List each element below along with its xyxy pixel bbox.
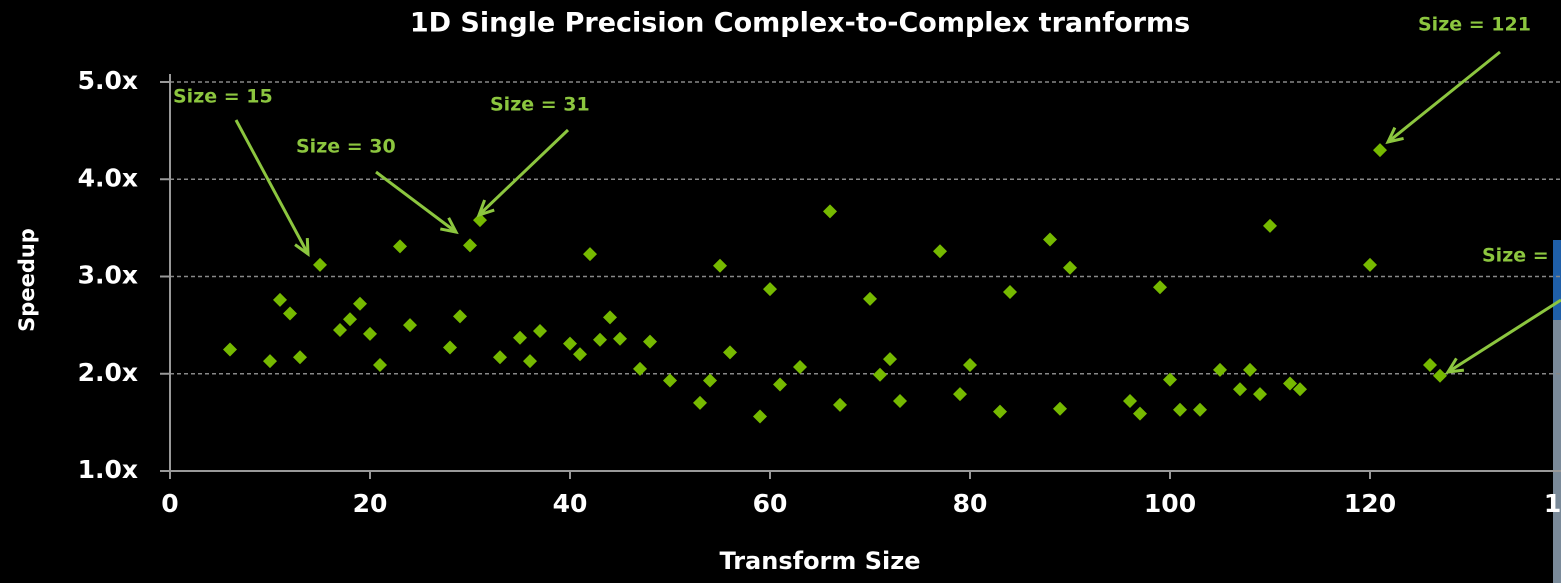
annotation: Size = 31 bbox=[490, 94, 590, 116]
y-tick-label: 1.0x bbox=[78, 455, 138, 484]
page: {"chart_data": { "type": "scatter", "tit… bbox=[0, 0, 1561, 583]
x-tick-label: 140 bbox=[1544, 489, 1561, 518]
y-tick-label: 3.0x bbox=[78, 261, 138, 290]
x-tick-label: 20 bbox=[353, 489, 388, 518]
x-tick-label: 0 bbox=[161, 489, 178, 518]
x-tick-label: 60 bbox=[753, 489, 788, 518]
annotation: Size = 30 bbox=[296, 136, 396, 158]
y-tick-label: 5.0x bbox=[78, 66, 138, 95]
overlay-image-photo bbox=[1553, 320, 1561, 583]
x-tick-label: 120 bbox=[1344, 489, 1396, 518]
y-tick-label: 2.0x bbox=[78, 358, 138, 387]
x-tick-label: 100 bbox=[1144, 489, 1196, 518]
annotation: Size = 121 bbox=[1418, 14, 1531, 36]
x-axis-label: Transform Size bbox=[719, 547, 920, 575]
annotation: Size = 15 bbox=[173, 86, 273, 108]
x-tick-label: 80 bbox=[953, 489, 988, 518]
y-tick-label: 4.0x bbox=[78, 163, 138, 192]
chart-title: 1D Single Precision Complex-to-Complex t… bbox=[410, 8, 1190, 39]
annotation: Size = bbox=[1482, 245, 1549, 267]
chart: 1D Single Precision Complex-to-Complex t… bbox=[0, 0, 1561, 583]
y-axis-label: Speedup bbox=[15, 228, 39, 332]
x-tick-label: 40 bbox=[553, 489, 588, 518]
